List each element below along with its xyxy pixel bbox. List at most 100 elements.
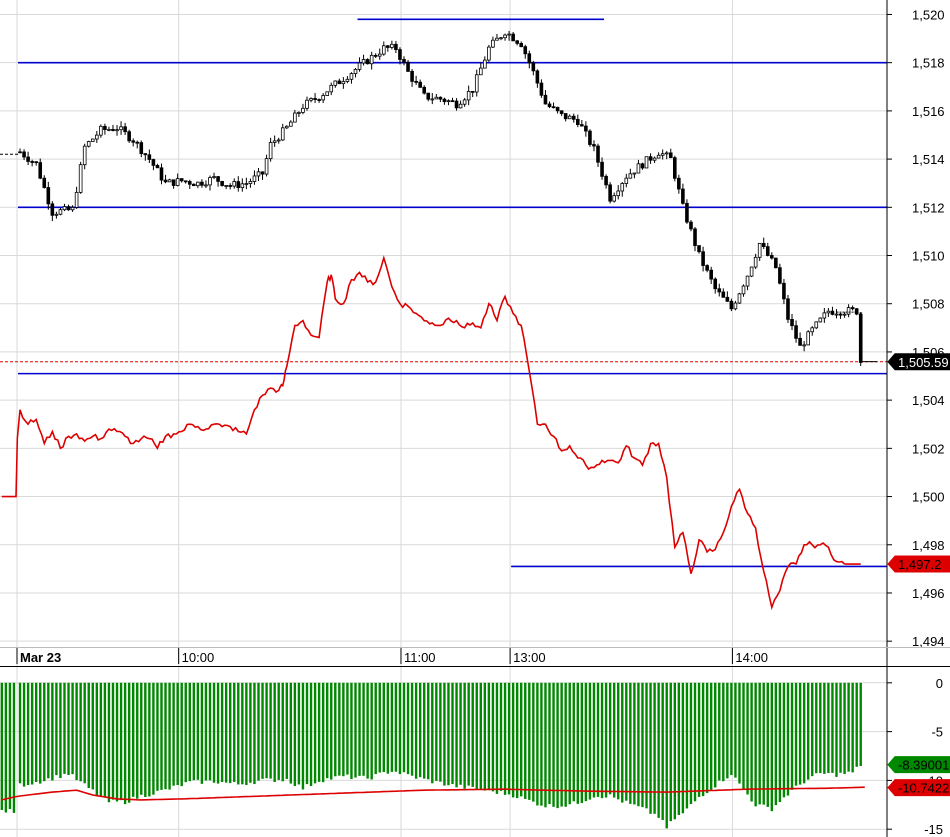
candle-body [644, 156, 649, 169]
candle-body [333, 80, 338, 86]
indicator-bar [560, 682, 563, 807]
candle-body [677, 177, 681, 190]
indicator-bar [689, 682, 693, 804]
indicator-bar [200, 682, 204, 784]
indicator-panel [0, 682, 865, 829]
red-line-badge-shape [887, 555, 950, 573]
candle-body [668, 152, 673, 159]
candle-body [539, 82, 544, 96]
indicator-bar [544, 682, 547, 808]
candle-body [159, 167, 164, 181]
indicator-bar [317, 682, 321, 782]
price-tick-label: 1,518 [912, 56, 945, 71]
indicator-bar [794, 682, 798, 786]
indicator-bar [815, 682, 818, 774]
indicator-bar [346, 682, 349, 775]
indicator-bar [386, 682, 390, 774]
candle-body [183, 180, 188, 183]
indicator-bar [71, 682, 74, 775]
candle-body [46, 187, 51, 205]
candle-body [838, 313, 843, 316]
indicator-bar [362, 682, 365, 776]
indicator-bar [204, 682, 208, 781]
indicator-bar [641, 682, 644, 808]
candle-body [123, 126, 127, 133]
candle-body [244, 183, 249, 185]
candle-body [321, 95, 325, 101]
candle-body [741, 285, 746, 295]
candle-body [240, 183, 245, 189]
candle-body [38, 162, 43, 179]
candle-body [341, 81, 346, 85]
candle-body [357, 62, 362, 70]
indicator-bar [59, 682, 62, 779]
candle-body [50, 203, 55, 216]
price-tick-label: 1,516 [912, 104, 945, 119]
indicator-bar [491, 682, 495, 792]
candle-body [386, 45, 390, 48]
candle-body [850, 307, 855, 310]
indicator-bar [726, 682, 729, 779]
indicator-bar [705, 682, 709, 794]
candle-body [454, 100, 459, 109]
candle-body [652, 157, 657, 161]
indicator-bar [592, 682, 596, 798]
candle-body [810, 327, 815, 333]
candle-body [345, 78, 350, 82]
candlestick-series [18, 30, 877, 366]
indicator-bar [220, 682, 224, 782]
candle-body [628, 173, 633, 179]
price-tick-label: 1,504 [912, 393, 945, 408]
red-series-line [1, 255, 846, 611]
candle-body [264, 158, 269, 175]
candle-body [252, 175, 257, 182]
indicator-bar [418, 682, 422, 778]
candle-body [725, 296, 730, 302]
candle-body [636, 163, 641, 174]
indicator-bar [67, 682, 70, 775]
candle-body [580, 124, 584, 127]
candle-body [854, 308, 859, 315]
candle-body [527, 53, 532, 64]
candle-body [268, 142, 273, 160]
indicator-bar [572, 682, 575, 802]
candle-body [761, 242, 766, 248]
indicator-bar [164, 682, 167, 790]
indicator-bar [451, 682, 454, 785]
candle-body [757, 242, 762, 258]
candle-body [563, 113, 568, 120]
candle-body [511, 33, 515, 42]
red-line-series [1, 255, 861, 611]
indicator-bar [79, 682, 82, 782]
indicator-bar [253, 682, 256, 785]
indicator-bar [653, 682, 656, 814]
indicator-bar [843, 682, 846, 775]
indicator-bar [693, 682, 697, 802]
indicator-bar [604, 682, 608, 798]
candle-body [733, 302, 738, 310]
indicator-bar [111, 682, 115, 800]
indicator-bar [811, 682, 814, 777]
candle-body [58, 209, 63, 215]
indicator-bar [180, 682, 183, 787]
indicator-bar [738, 682, 741, 784]
indicator-bar [770, 682, 774, 812]
candle-body [301, 107, 305, 113]
candle-body [778, 267, 782, 284]
indicator-bar [249, 682, 252, 783]
candle-body [770, 255, 774, 259]
candle-body [163, 179, 168, 183]
candle-body [713, 278, 718, 290]
indicator-bar [487, 682, 491, 790]
indicator-bar [34, 682, 38, 782]
indicator-bar [26, 682, 30, 786]
indicator-bar [269, 682, 272, 779]
indicator-bar [398, 682, 402, 775]
candle-body [685, 202, 689, 223]
candle-body [228, 185, 232, 187]
candle-body [491, 39, 495, 48]
candle-body [701, 251, 705, 266]
candle-body [462, 99, 467, 105]
indicator-bar [374, 682, 377, 775]
